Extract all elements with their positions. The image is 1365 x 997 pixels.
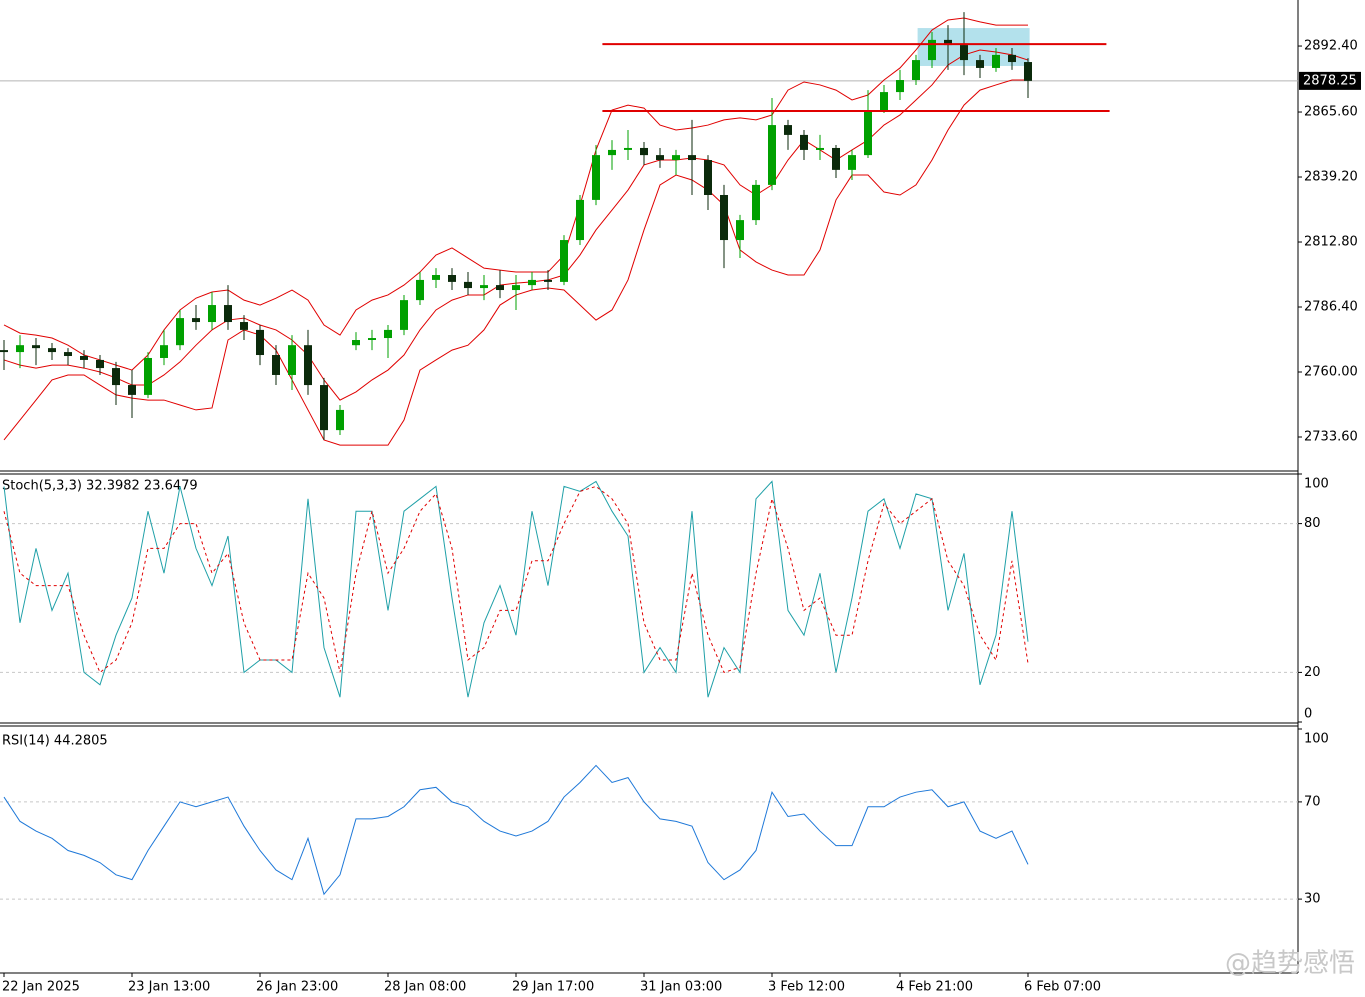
- watermark: @趋势感悟: [1225, 949, 1355, 979]
- candle-body: [560, 240, 568, 282]
- candle-body: [448, 275, 456, 282]
- candle-body: [384, 329, 392, 339]
- bollinger-upper: [3, 17, 1028, 371]
- candle-body: [288, 345, 296, 375]
- x-tick-label: 29 Jan 17:00: [512, 980, 594, 995]
- candle-body: [816, 147, 824, 150]
- candle-body: [704, 160, 712, 195]
- y-tick-label: 2760.00: [1304, 365, 1358, 380]
- candle-body: [0, 350, 8, 353]
- y-tick-label: 30: [1304, 892, 1321, 907]
- y-tick-label: 70: [1304, 794, 1321, 809]
- indicator-line: [3, 485, 1029, 674]
- candle-body: [480, 285, 488, 289]
- candle-body: [208, 305, 216, 323]
- x-tick-label: 6 Feb 07:00: [1024, 980, 1101, 995]
- candle-body: [736, 220, 744, 241]
- indicator-line: [3, 764, 1029, 896]
- x-tick-label: 28 Jan 08:00: [384, 980, 466, 995]
- candle-body: [352, 340, 360, 346]
- candle-body: [608, 149, 616, 156]
- candle-body: [192, 318, 200, 323]
- candle-body: [80, 356, 88, 360]
- candle-body: [752, 184, 760, 221]
- candle-body: [1008, 54, 1016, 63]
- candle-body: [16, 345, 24, 353]
- candle-body: [48, 348, 56, 353]
- x-tick-label: 4 Feb 21:00: [896, 980, 973, 995]
- candle-body: [64, 352, 72, 357]
- candle-body: [960, 45, 968, 61]
- candle-body: [896, 80, 904, 93]
- indicator-title: Stoch(5,3,3) 32.3982 23.6479: [2, 479, 198, 494]
- candle-body: [848, 155, 856, 170]
- y-tick-label: 20: [1304, 665, 1321, 680]
- candle-body: [160, 345, 168, 358]
- candle-body: [880, 92, 888, 111]
- candle-body: [400, 300, 408, 330]
- x-tick-label: 23 Jan 13:00: [128, 980, 210, 995]
- candle-body: [336, 409, 344, 431]
- candle-body: [576, 199, 584, 241]
- y-tick-label: 100: [1304, 732, 1329, 747]
- candle-body: [832, 147, 840, 170]
- candle-body: [976, 60, 984, 68]
- y-tick-label: 2839.20: [1304, 170, 1358, 185]
- y-tick-label: 2812.80: [1304, 235, 1358, 250]
- candle-body: [112, 368, 120, 386]
- candle-body: [864, 110, 872, 156]
- candle-body: [688, 155, 696, 161]
- y-tick-label: 2865.60: [1304, 105, 1358, 120]
- candle-body: [320, 385, 328, 431]
- candle-body: [544, 279, 552, 282]
- x-tick-label: 31 Jan 03:00: [640, 980, 722, 995]
- current-price-box: [1299, 71, 1361, 90]
- candle-body: [32, 345, 40, 349]
- candle-body: [992, 54, 1000, 68]
- candle-body: [256, 329, 264, 356]
- candle-body: [640, 147, 648, 156]
- x-tick-label: 22 Jan 2025: [2, 980, 80, 995]
- x-tick-label: 26 Jan 23:00: [256, 980, 338, 995]
- candle-body: [720, 194, 728, 241]
- y-tick-label: 100: [1304, 477, 1329, 492]
- candle-body: [304, 345, 312, 386]
- candle-body: [176, 318, 184, 346]
- candle-body: [416, 279, 424, 301]
- x-tick-label: 3 Feb 12:00: [768, 980, 845, 995]
- candle-body: [368, 338, 376, 341]
- candle-body: [144, 357, 152, 395]
- candle-body: [912, 60, 920, 81]
- y-tick-label: 0: [1304, 707, 1312, 722]
- candle-body: [512, 285, 520, 291]
- indicator-title: RSI(14) 44.2805: [2, 734, 108, 749]
- candle-body: [528, 279, 536, 286]
- current-price-label: 2878.25: [1303, 73, 1357, 88]
- candle-body: [1024, 62, 1032, 81]
- candle-body: [672, 155, 680, 161]
- candle-body: [128, 385, 136, 395]
- y-tick-label: 2786.40: [1304, 300, 1358, 315]
- candle-body: [592, 155, 600, 200]
- candle-body: [928, 39, 936, 61]
- candle-body: [624, 147, 632, 150]
- candle-body: [768, 125, 776, 185]
- y-tick-label: 2733.60: [1304, 430, 1358, 445]
- candle-body: [800, 134, 808, 150]
- y-tick-label: 80: [1304, 516, 1321, 531]
- indicator-line: [3, 480, 1029, 698]
- candle-body: [944, 39, 952, 46]
- candle-body: [272, 355, 280, 375]
- candle-body: [240, 322, 248, 330]
- candle-body: [784, 125, 792, 135]
- candle-body: [496, 285, 504, 291]
- y-tick-label: 2892.40: [1304, 39, 1358, 54]
- candle-body: [96, 359, 104, 369]
- candle-body: [464, 281, 472, 289]
- candle-body: [656, 155, 664, 161]
- candle-body: [224, 305, 232, 323]
- candle-body: [432, 275, 440, 280]
